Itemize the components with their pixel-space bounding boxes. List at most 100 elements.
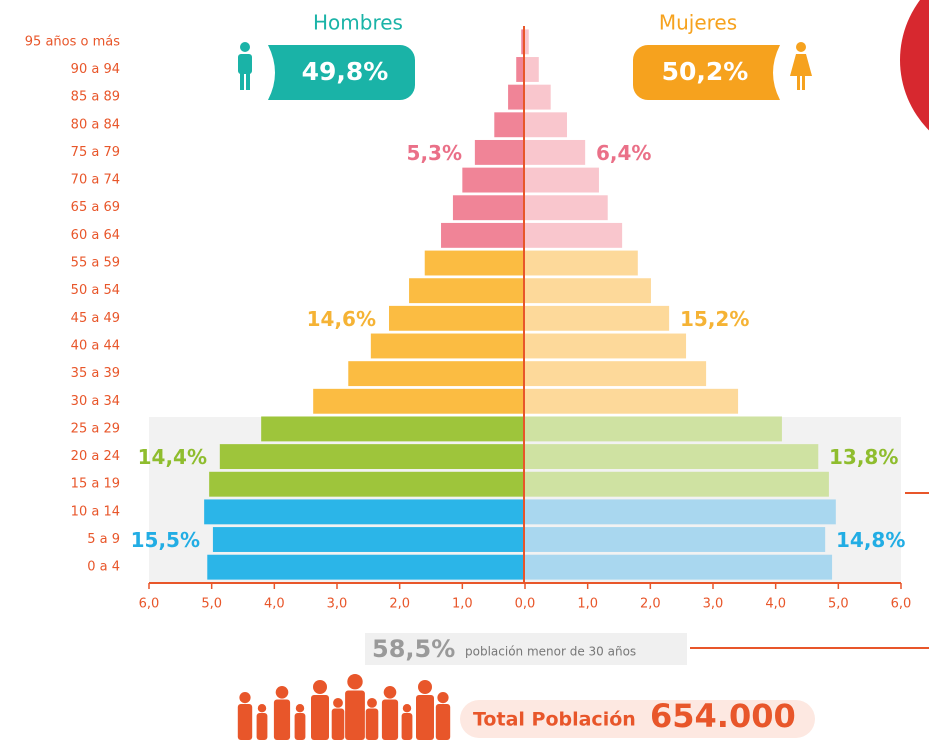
decor-circle xyxy=(900,0,929,131)
bar xyxy=(313,388,525,414)
y-tick-label: 45 a 49 xyxy=(71,311,120,326)
bar xyxy=(525,499,836,525)
person-body xyxy=(237,704,253,740)
x-tick-label: 2,0 xyxy=(389,597,410,612)
y-tick-label: 60 a 64 xyxy=(71,228,120,243)
group-label: 14,8% xyxy=(836,528,905,552)
person-head xyxy=(313,680,327,694)
x-tick-label: 6,0 xyxy=(891,597,912,612)
bar xyxy=(525,305,670,331)
bar xyxy=(474,139,525,165)
person-body xyxy=(381,699,399,740)
bar xyxy=(525,167,599,193)
person-head xyxy=(347,674,363,690)
bar xyxy=(525,278,651,304)
bar xyxy=(441,222,525,248)
under30-value: 58,5% xyxy=(372,635,455,663)
bar xyxy=(525,57,539,82)
bar xyxy=(525,527,826,552)
y-tick-label: 25 a 29 xyxy=(71,421,120,436)
person-head xyxy=(275,686,289,699)
bar xyxy=(348,361,525,387)
y-tick-label: 30 a 34 xyxy=(71,394,120,409)
person-body xyxy=(311,695,329,740)
bar xyxy=(389,305,525,331)
x-tick-label: 6,0 xyxy=(139,597,160,612)
y-tick-label: 95 años o más xyxy=(25,34,120,49)
bar xyxy=(525,29,529,55)
y-tick-label: 20 a 24 xyxy=(71,449,120,464)
person-body xyxy=(365,708,379,740)
x-tick-label: 3,0 xyxy=(703,597,724,612)
bar xyxy=(525,471,829,497)
person-head xyxy=(418,680,432,694)
women-share: 50,2% xyxy=(662,57,749,86)
person-body xyxy=(401,713,413,740)
x-tick-label: 5,0 xyxy=(201,597,222,612)
bar xyxy=(204,499,525,525)
bar xyxy=(207,554,525,580)
y-tick-label: 75 a 79 xyxy=(71,145,120,160)
legend-men: Hombres xyxy=(313,11,403,35)
y-tick-label: 85 a 89 xyxy=(71,90,120,105)
y-tick-label: 5 a 9 xyxy=(87,532,120,547)
men-badge xyxy=(268,45,415,100)
person-head xyxy=(239,692,251,704)
people-icon xyxy=(237,674,451,740)
person-head xyxy=(257,704,267,713)
person-body xyxy=(435,704,451,740)
y-tick-label: 65 a 69 xyxy=(71,200,120,215)
y-tick-label: 15 a 19 xyxy=(71,477,120,492)
bar xyxy=(525,222,623,248)
group-label: 15,5% xyxy=(131,528,200,552)
y-tick-label: 90 a 94 xyxy=(71,62,120,77)
y-tick-label: 55 a 59 xyxy=(71,256,120,271)
bar xyxy=(452,195,525,221)
under30-text: población menor de 30 años xyxy=(465,645,636,659)
bar xyxy=(212,527,526,552)
person-head xyxy=(367,698,377,708)
y-tick-label: 0 a 4 xyxy=(87,560,120,575)
person-body xyxy=(345,690,365,740)
y-tick-label: 50 a 54 xyxy=(71,283,120,298)
group-label: 14,6% xyxy=(307,307,376,331)
person-head xyxy=(295,704,305,713)
x-tick-label: 4,0 xyxy=(765,597,786,612)
y-tick-label: 35 a 39 xyxy=(71,366,120,381)
person-body xyxy=(331,708,345,740)
group-label: 13,8% xyxy=(829,445,898,469)
x-tick-label: 1,0 xyxy=(577,597,598,612)
person-head xyxy=(402,704,412,713)
bar xyxy=(370,333,525,359)
women-badge xyxy=(633,45,780,100)
men-icon xyxy=(238,42,252,90)
bar xyxy=(525,250,638,276)
person-body xyxy=(273,699,291,740)
x-tick-label: 2,0 xyxy=(640,597,661,612)
bar xyxy=(219,444,525,470)
x-tick-label: 4,0 xyxy=(264,597,285,612)
group-label: 15,2% xyxy=(680,307,749,331)
person-body xyxy=(416,695,434,740)
bar xyxy=(525,388,739,414)
total-box xyxy=(460,700,815,738)
bar xyxy=(424,250,525,276)
person-body xyxy=(256,713,268,740)
y-tick-label: 10 a 14 xyxy=(71,504,120,519)
x-tick-label: 0,0 xyxy=(515,597,536,612)
bar xyxy=(525,333,687,359)
under30-box xyxy=(365,633,687,665)
men-share: 49,8% xyxy=(302,57,389,86)
bar xyxy=(516,57,525,82)
person-head xyxy=(437,692,449,704)
bar xyxy=(525,84,551,110)
bar xyxy=(261,416,525,442)
bar xyxy=(525,554,833,580)
bar xyxy=(508,84,525,110)
bar xyxy=(209,471,525,497)
women-icon xyxy=(790,42,812,90)
bar xyxy=(409,278,525,304)
legend-women: Mujeres xyxy=(659,11,737,35)
person-head xyxy=(333,698,343,708)
